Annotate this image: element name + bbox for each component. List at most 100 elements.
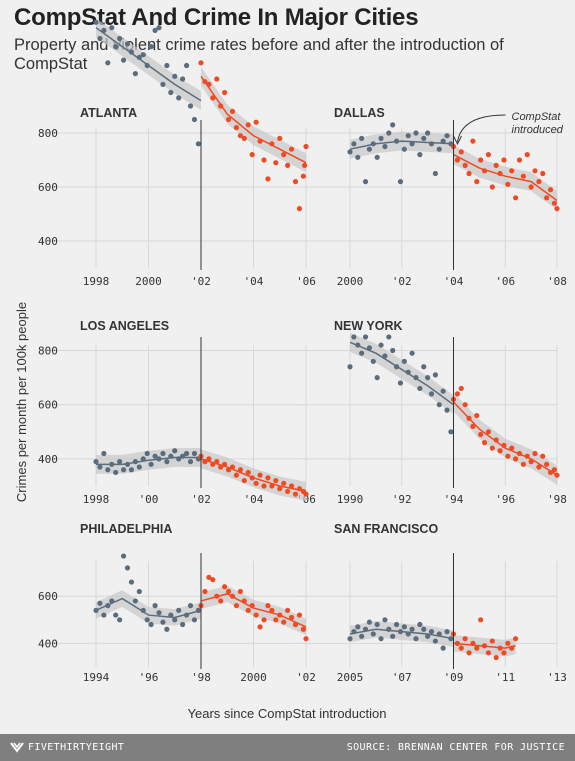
data-point	[152, 27, 158, 33]
data-point	[347, 364, 353, 370]
data-point	[237, 588, 243, 595]
data-point	[148, 44, 154, 50]
data-point	[176, 456, 182, 462]
data-point	[180, 76, 186, 82]
data-point	[444, 133, 450, 139]
data-point	[249, 603, 255, 609]
data-point	[229, 108, 236, 114]
data-point	[222, 89, 228, 96]
x-tick-label: '11	[495, 671, 515, 684]
data-point	[281, 480, 287, 486]
data-point	[124, 565, 131, 571]
data-point	[544, 195, 550, 201]
data-point	[136, 588, 142, 595]
data-point	[206, 456, 212, 462]
data-point	[164, 62, 170, 69]
data-point	[160, 619, 166, 625]
annotation-text: CompStat	[512, 111, 562, 123]
data-point	[202, 459, 208, 465]
data-point	[117, 459, 123, 465]
data-point	[489, 445, 495, 451]
data-point	[180, 621, 186, 628]
data-point	[156, 456, 162, 462]
data-point	[191, 450, 198, 457]
data-point	[444, 629, 450, 635]
data-point	[489, 638, 495, 644]
data-point	[393, 138, 400, 144]
data-point	[370, 141, 376, 147]
confidence-band	[350, 620, 454, 647]
data-point	[296, 486, 303, 492]
data-point	[551, 200, 558, 206]
data-point	[382, 617, 388, 623]
data-point	[183, 62, 190, 69]
data-point	[355, 342, 361, 348]
data-point	[229, 464, 236, 470]
data-point	[109, 461, 115, 467]
trend-line	[349, 341, 454, 406]
data-point	[547, 187, 554, 193]
data-point	[183, 612, 190, 618]
data-point	[454, 391, 460, 397]
data-point	[136, 464, 142, 470]
x-tick-label: 1998	[83, 275, 110, 288]
data-point	[292, 179, 299, 185]
x-tick-label: '96	[495, 493, 515, 506]
data-point	[462, 636, 468, 642]
data-point	[296, 206, 303, 212]
x-tick-label: '02	[296, 671, 316, 684]
data-point	[397, 629, 404, 635]
data-point	[448, 429, 454, 435]
data-point	[214, 593, 220, 599]
data-point	[218, 103, 224, 109]
data-point	[425, 130, 431, 136]
data-point	[113, 469, 119, 476]
data-point	[417, 621, 423, 628]
data-point	[93, 607, 99, 613]
data-point	[382, 143, 388, 150]
data-point	[448, 636, 454, 642]
data-point	[285, 488, 291, 495]
data-point	[359, 633, 365, 639]
fivethirtyeight-logo-icon	[10, 742, 24, 753]
data-point	[374, 154, 380, 160]
data-point	[386, 626, 392, 632]
data-point	[233, 125, 240, 131]
data-point	[273, 160, 279, 166]
data-point	[436, 402, 442, 408]
data-point	[245, 122, 251, 128]
x-tick-label: '04	[244, 493, 264, 506]
data-point	[532, 168, 538, 174]
data-point	[206, 574, 212, 580]
data-point	[505, 453, 511, 459]
data-point	[501, 157, 507, 163]
data-point	[366, 345, 373, 351]
data-point	[296, 612, 303, 618]
data-point	[474, 412, 480, 419]
data-point	[401, 358, 407, 364]
y-tick-label: 800	[38, 127, 58, 140]
data-point	[214, 76, 220, 82]
data-point	[536, 179, 542, 185]
data-point	[172, 617, 178, 623]
data-point	[105, 60, 111, 66]
data-point	[277, 486, 283, 492]
data-point	[164, 626, 170, 632]
data-point	[370, 358, 376, 364]
x-tick-label: '98	[191, 671, 211, 684]
annotation-text: introduced	[512, 124, 564, 136]
data-point	[478, 617, 484, 623]
data-point	[347, 636, 353, 642]
confidence-band	[201, 66, 306, 173]
data-point	[474, 645, 480, 651]
data-point	[478, 431, 484, 438]
data-point	[128, 49, 135, 55]
data-point	[362, 179, 369, 185]
panel-atlanta: 1998 2000 '02 '04 '06 400 600 800 ATLANTA	[38, 18, 316, 288]
data-point	[516, 157, 523, 163]
data-point	[172, 73, 178, 79]
data-point	[164, 459, 170, 465]
data-point	[97, 464, 103, 470]
y-tick-label: 400	[38, 637, 58, 650]
data-point	[532, 450, 538, 457]
